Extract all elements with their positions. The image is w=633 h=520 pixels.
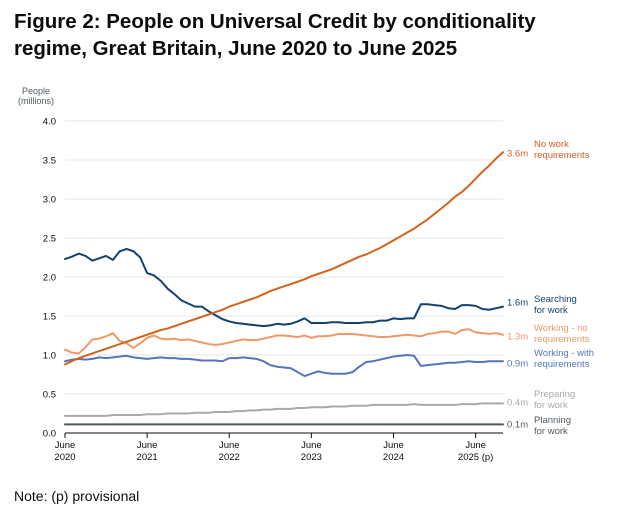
series-line xyxy=(64,402,504,417)
y-tick-label: 3.0 xyxy=(43,195,56,206)
series-name-label: Working - no xyxy=(534,323,588,334)
x-tick-label: 2021 xyxy=(137,452,158,463)
series-name-label: for work xyxy=(534,426,568,437)
y-tick-label: 0.0 xyxy=(43,429,56,440)
series-name-label: Working - with xyxy=(534,348,594,359)
series-name-label: Planning xyxy=(534,415,571,426)
y-tick-label: 2.5 xyxy=(43,234,56,245)
series-end-value: 1.3m xyxy=(507,332,528,343)
series-line xyxy=(64,151,504,366)
x-tick-label: 2020 xyxy=(54,452,75,463)
x-tick-label: 2024 xyxy=(383,452,404,463)
x-tick-label: June xyxy=(55,440,76,451)
series-end-value: 0.1m xyxy=(507,420,528,431)
y-tick-label: 3.5 xyxy=(43,156,56,167)
y-tick-label: 2.0 xyxy=(43,273,56,284)
y-tick-label: 0.5 xyxy=(43,390,56,401)
y-axis-title-line: (millions) xyxy=(18,96,54,106)
line-chart: People(millions) 0.0 0.5 1.0 1.5 2.0 2.5 3.0 3.… xyxy=(18,86,594,463)
series-name-label: requirements xyxy=(534,150,590,161)
series-name-label: for work xyxy=(534,400,568,411)
x-tick-label: June xyxy=(301,440,322,451)
series-end-value: 1.6m xyxy=(507,298,528,309)
series-end-value: 0.9m xyxy=(507,359,528,370)
x-tick-label: 2022 xyxy=(219,452,240,463)
series-line xyxy=(64,247,504,328)
series-name-label: requirements xyxy=(534,334,590,345)
series-line xyxy=(64,328,504,355)
y-axis-ticks: 0.0 0.5 1.0 1.5 2.0 2.5 3.0 3.5 4.0 xyxy=(43,117,56,440)
series-name-label: Searching xyxy=(534,294,577,305)
x-tick-label: June xyxy=(465,440,486,451)
series-end-value: 0.4m xyxy=(507,398,528,409)
y-tick-label: 1.5 xyxy=(43,312,56,323)
x-axis-ticks: June2020June2021June2022June2023June2024… xyxy=(54,433,493,463)
series-name-label: No work xyxy=(534,139,569,150)
series-name-label: for work xyxy=(534,305,568,316)
y-axis-title: People(millions) xyxy=(18,86,54,106)
y-tick-label: 1.0 xyxy=(43,351,56,362)
series-name-label: Preparing xyxy=(534,389,575,400)
y-axis-title-line: People xyxy=(22,86,50,96)
y-tick-label: 4.0 xyxy=(43,117,56,128)
x-tick-label: 2023 xyxy=(301,452,322,463)
x-tick-label: June xyxy=(137,440,158,451)
x-tick-label: 2025 (p) xyxy=(458,452,493,463)
series-lines xyxy=(64,151,504,426)
x-tick-label: June xyxy=(219,440,240,451)
gridlines xyxy=(65,120,503,434)
x-tick-label: June xyxy=(383,440,404,451)
series-line xyxy=(64,354,504,378)
series-name-label: requirements xyxy=(534,359,590,370)
chart-title: Figure 2: People on Universal Credit by … xyxy=(14,10,536,60)
footnote: Note: (p) provisional xyxy=(14,488,140,504)
series-end-value: 3.6m xyxy=(507,149,528,160)
